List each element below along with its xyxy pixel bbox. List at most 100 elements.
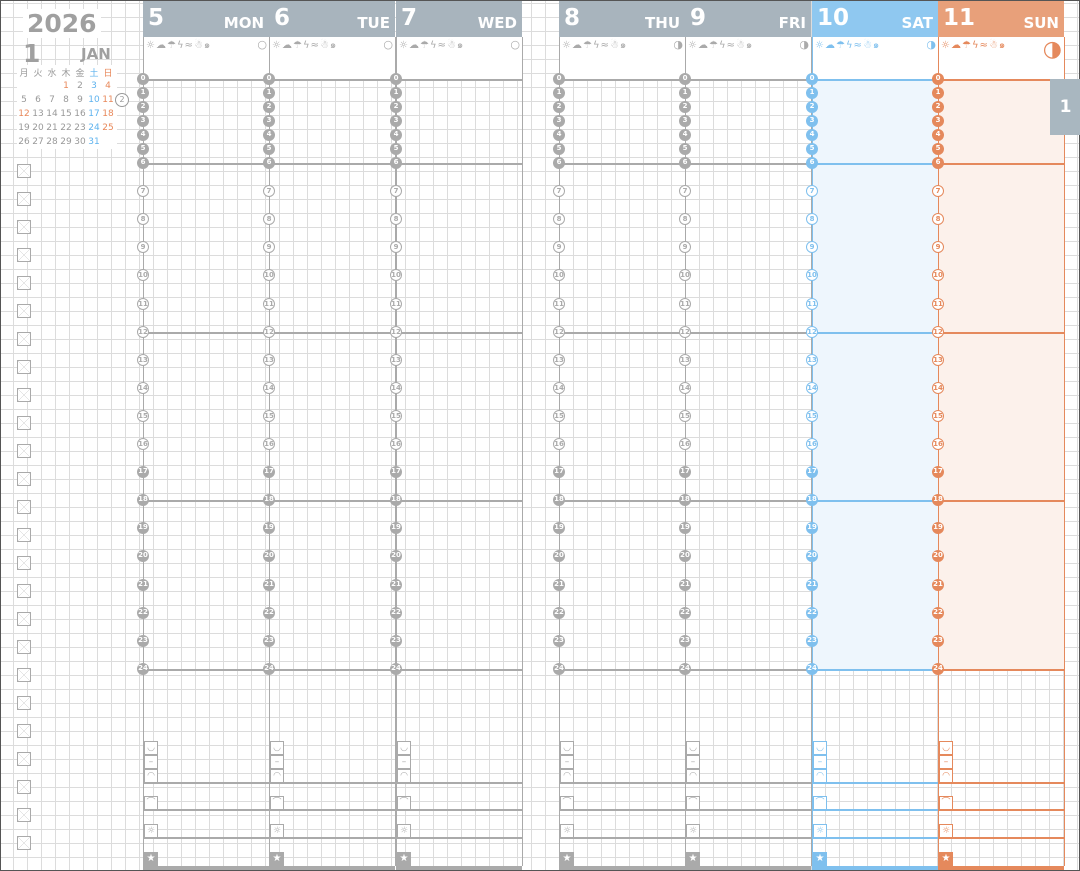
mini-calendar-day[interactable]: 6 bbox=[35, 95, 41, 105]
typhoon-icon[interactable]: ๑ bbox=[203, 40, 212, 51]
cloud-icon[interactable]: ☁ bbox=[155, 40, 167, 51]
lightning-icon[interactable]: ϟ bbox=[302, 40, 311, 51]
mini-calendar-day[interactable]: 1 bbox=[63, 81, 69, 91]
typhoon-icon[interactable]: ๑ bbox=[329, 40, 338, 51]
checkbox[interactable] bbox=[17, 584, 31, 598]
checkbox[interactable] bbox=[17, 640, 31, 654]
cloud-icon[interactable]: ☁ bbox=[408, 40, 420, 51]
mini-calendar-day[interactable]: 12 bbox=[18, 109, 30, 119]
lightning-icon[interactable]: ϟ bbox=[971, 40, 980, 51]
checkbox[interactable] bbox=[17, 500, 31, 514]
mini-calendar-day[interactable]: 31 bbox=[88, 137, 100, 147]
lightning-icon[interactable]: ϟ bbox=[176, 40, 185, 51]
sun-icon[interactable]: ☼ bbox=[941, 40, 951, 51]
mini-calendar-day[interactable]: 26 bbox=[18, 137, 30, 147]
sun-icon[interactable]: ☼ bbox=[815, 40, 825, 51]
mood-sad-icon[interactable]: ◠ bbox=[813, 769, 827, 783]
checkbox[interactable] bbox=[17, 612, 31, 626]
mini-calendar-day[interactable]: 24 bbox=[88, 123, 100, 133]
checkbox[interactable] bbox=[17, 752, 31, 766]
mood-happy-icon[interactable]: ◡ bbox=[397, 741, 411, 755]
snowman-icon[interactable]: ☃ bbox=[446, 40, 457, 51]
mood-sad-icon[interactable]: ◠ bbox=[270, 769, 284, 783]
mood-happy-icon[interactable]: ◡ bbox=[813, 741, 827, 755]
mood-happy-icon[interactable]: ◡ bbox=[560, 741, 574, 755]
mini-calendar-day[interactable]: 27 bbox=[32, 137, 44, 147]
sun-icon[interactable]: ☼ bbox=[146, 40, 156, 51]
checkbox[interactable] bbox=[17, 472, 31, 486]
snowman-icon[interactable]: ☃ bbox=[319, 40, 330, 51]
cloud-icon[interactable]: ☁ bbox=[950, 40, 962, 51]
mini-calendar-day[interactable]: 28 bbox=[46, 137, 58, 147]
typhoon-icon[interactable]: ๑ bbox=[872, 40, 881, 51]
mood-neutral-icon[interactable]: – bbox=[270, 755, 284, 769]
wind-icon[interactable]: ≈ bbox=[600, 40, 610, 51]
snowman-icon[interactable]: ☃ bbox=[735, 40, 746, 51]
mini-calendar-day[interactable]: 11 bbox=[102, 95, 114, 105]
umbrella-icon[interactable]: ☂ bbox=[582, 40, 593, 51]
mini-calendar-day[interactable]: 15 bbox=[60, 109, 72, 119]
wind-icon[interactable]: ≈ bbox=[853, 40, 863, 51]
mini-calendar-day[interactable]: 4 bbox=[105, 81, 111, 91]
sun-icon[interactable]: ☼ bbox=[688, 40, 698, 51]
checkbox[interactable] bbox=[17, 416, 31, 430]
checkbox[interactable] bbox=[17, 780, 31, 794]
typhoon-icon[interactable]: ๑ bbox=[998, 40, 1007, 51]
checkbox[interactable] bbox=[17, 360, 31, 374]
mini-calendar-day[interactable]: 25 bbox=[102, 123, 114, 133]
mood-sad-icon[interactable]: ◠ bbox=[397, 769, 411, 783]
checkbox[interactable] bbox=[17, 164, 31, 178]
checkbox[interactable] bbox=[17, 696, 31, 710]
snowman-icon[interactable]: ☃ bbox=[193, 40, 204, 51]
mini-calendar-day[interactable]: 16 bbox=[74, 109, 86, 119]
mood-happy-icon[interactable]: ◡ bbox=[144, 741, 158, 755]
mood-neutral-icon[interactable]: – bbox=[144, 755, 158, 769]
mood-neutral-icon[interactable]: – bbox=[686, 755, 700, 769]
wind-icon[interactable]: ≈ bbox=[437, 40, 447, 51]
mini-calendar-day[interactable]: 29 bbox=[60, 137, 72, 147]
checkbox[interactable] bbox=[17, 220, 31, 234]
checkbox[interactable] bbox=[17, 388, 31, 402]
sun-icon[interactable]: ☼ bbox=[562, 40, 572, 51]
mood-neutral-icon[interactable]: – bbox=[939, 755, 953, 769]
mood-happy-icon[interactable]: ◡ bbox=[939, 741, 953, 755]
mood-neutral-icon[interactable]: – bbox=[560, 755, 574, 769]
checkbox[interactable] bbox=[17, 836, 31, 850]
umbrella-icon[interactable]: ☂ bbox=[708, 40, 719, 51]
mini-calendar-day[interactable]: 17 bbox=[88, 109, 100, 119]
checkbox[interactable] bbox=[17, 304, 31, 318]
checkbox[interactable] bbox=[17, 248, 31, 262]
mini-calendar-day[interactable]: 23 bbox=[74, 123, 86, 133]
mini-calendar-day[interactable]: 20 bbox=[32, 123, 44, 133]
umbrella-icon[interactable]: ☂ bbox=[292, 40, 303, 51]
cloud-icon[interactable]: ☁ bbox=[281, 40, 293, 51]
mini-calendar-day[interactable]: 19 bbox=[18, 123, 30, 133]
mood-neutral-icon[interactable]: – bbox=[397, 755, 411, 769]
umbrella-icon[interactable]: ☂ bbox=[835, 40, 846, 51]
month-index-tab[interactable]: 1 bbox=[1050, 79, 1080, 135]
mini-calendar-day[interactable]: 8 bbox=[63, 95, 69, 105]
mini-calendar-day[interactable]: 5 bbox=[21, 95, 27, 105]
umbrella-icon[interactable]: ☂ bbox=[419, 40, 430, 51]
mini-calendar-day[interactable]: 14 bbox=[46, 109, 58, 119]
umbrella-icon[interactable]: ☂ bbox=[961, 40, 972, 51]
mini-calendar-day[interactable]: 9 bbox=[77, 95, 83, 105]
mini-calendar-day[interactable]: 7 bbox=[49, 95, 55, 105]
sun-icon[interactable]: ☼ bbox=[399, 40, 409, 51]
checkbox[interactable] bbox=[17, 668, 31, 682]
mood-sad-icon[interactable]: ◠ bbox=[560, 769, 574, 783]
mini-calendar-day[interactable]: 22 bbox=[60, 123, 72, 133]
cloud-icon[interactable]: ☁ bbox=[697, 40, 709, 51]
lightning-icon[interactable]: ϟ bbox=[429, 40, 438, 51]
cloud-icon[interactable]: ☁ bbox=[824, 40, 836, 51]
typhoon-icon[interactable]: ๑ bbox=[619, 40, 628, 51]
checkbox[interactable] bbox=[17, 192, 31, 206]
lightning-icon[interactable]: ϟ bbox=[845, 40, 854, 51]
wind-icon[interactable]: ≈ bbox=[979, 40, 989, 51]
snowman-icon[interactable]: ☃ bbox=[862, 40, 873, 51]
snowman-icon[interactable]: ☃ bbox=[988, 40, 999, 51]
mini-calendar-day[interactable]: 30 bbox=[74, 137, 86, 147]
checkbox[interactable] bbox=[17, 724, 31, 738]
mini-calendar-day[interactable]: 18 bbox=[102, 109, 114, 119]
mood-neutral-icon[interactable]: – bbox=[813, 755, 827, 769]
